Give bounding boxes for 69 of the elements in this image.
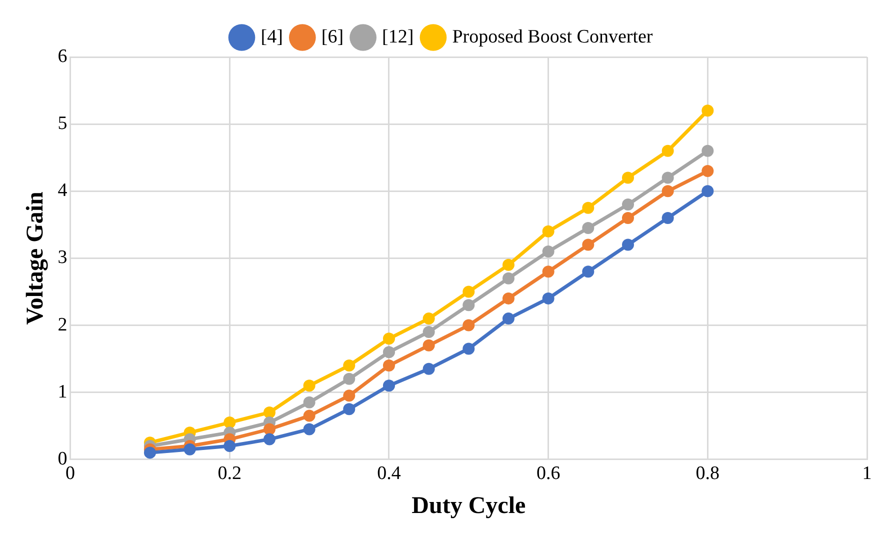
- x-tick-label: 1: [862, 462, 872, 484]
- y-axis-title: Voltage Gain: [22, 192, 49, 325]
- point: [582, 222, 594, 234]
- point: [144, 446, 156, 459]
- point: [422, 326, 435, 338]
- legend-label: [6]: [321, 26, 344, 48]
- point: [462, 299, 475, 312]
- point: [622, 212, 634, 224]
- point: [622, 198, 634, 211]
- point: [382, 380, 395, 392]
- point: [382, 332, 395, 345]
- point: [542, 225, 554, 238]
- point: [343, 372, 356, 385]
- point: [662, 144, 674, 157]
- legend-label: [12]: [382, 26, 414, 48]
- point: [542, 245, 554, 258]
- x-tick-label: 0.8: [696, 462, 720, 484]
- point: [343, 360, 356, 372]
- y-tick-label: 3: [58, 247, 68, 268]
- point: [382, 360, 395, 372]
- point: [263, 433, 276, 446]
- point: [422, 362, 435, 375]
- point: [184, 443, 196, 456]
- point: [582, 238, 594, 251]
- point: [263, 406, 276, 418]
- point: [662, 172, 674, 184]
- point: [502, 258, 514, 271]
- y-tick-label: 0: [58, 448, 68, 470]
- point: [702, 165, 714, 178]
- legend-label: Proposed Boost Converter: [452, 26, 654, 48]
- x-axis-title: Duty Cycle: [412, 492, 526, 519]
- point: [343, 390, 356, 402]
- point: [542, 266, 554, 278]
- point: [582, 202, 594, 214]
- point: [303, 396, 316, 408]
- point: [462, 342, 475, 355]
- point: [422, 339, 435, 352]
- point: [702, 144, 714, 157]
- point: [502, 272, 514, 284]
- y-tick-label: 6: [58, 46, 68, 67]
- legend-label: [4]: [260, 26, 283, 48]
- point: [502, 312, 514, 325]
- point: [542, 292, 554, 304]
- point: [263, 423, 276, 436]
- point: [462, 286, 475, 298]
- x-tick-label: 0.6: [536, 462, 560, 484]
- y-tick-label: 2: [58, 314, 68, 336]
- y-tick-label: 5: [58, 113, 68, 134]
- point: [224, 440, 236, 452]
- point: [303, 380, 316, 392]
- point: [702, 104, 714, 117]
- point: [303, 423, 316, 436]
- y-tick-label: 1: [58, 381, 68, 402]
- point: [662, 185, 674, 198]
- point: [502, 292, 514, 304]
- point: [622, 238, 634, 251]
- x-tick-label: 0.2: [218, 462, 242, 484]
- point: [224, 416, 236, 429]
- point: [582, 266, 594, 278]
- point: [303, 410, 316, 422]
- x-tick-label: 0.4: [377, 462, 402, 484]
- point: [662, 212, 674, 224]
- point: [422, 312, 435, 325]
- point: [343, 403, 356, 416]
- point: [382, 346, 395, 358]
- y-tick-label: 4: [58, 180, 68, 202]
- point: [622, 172, 634, 184]
- point: [462, 319, 475, 332]
- point: [702, 185, 714, 198]
